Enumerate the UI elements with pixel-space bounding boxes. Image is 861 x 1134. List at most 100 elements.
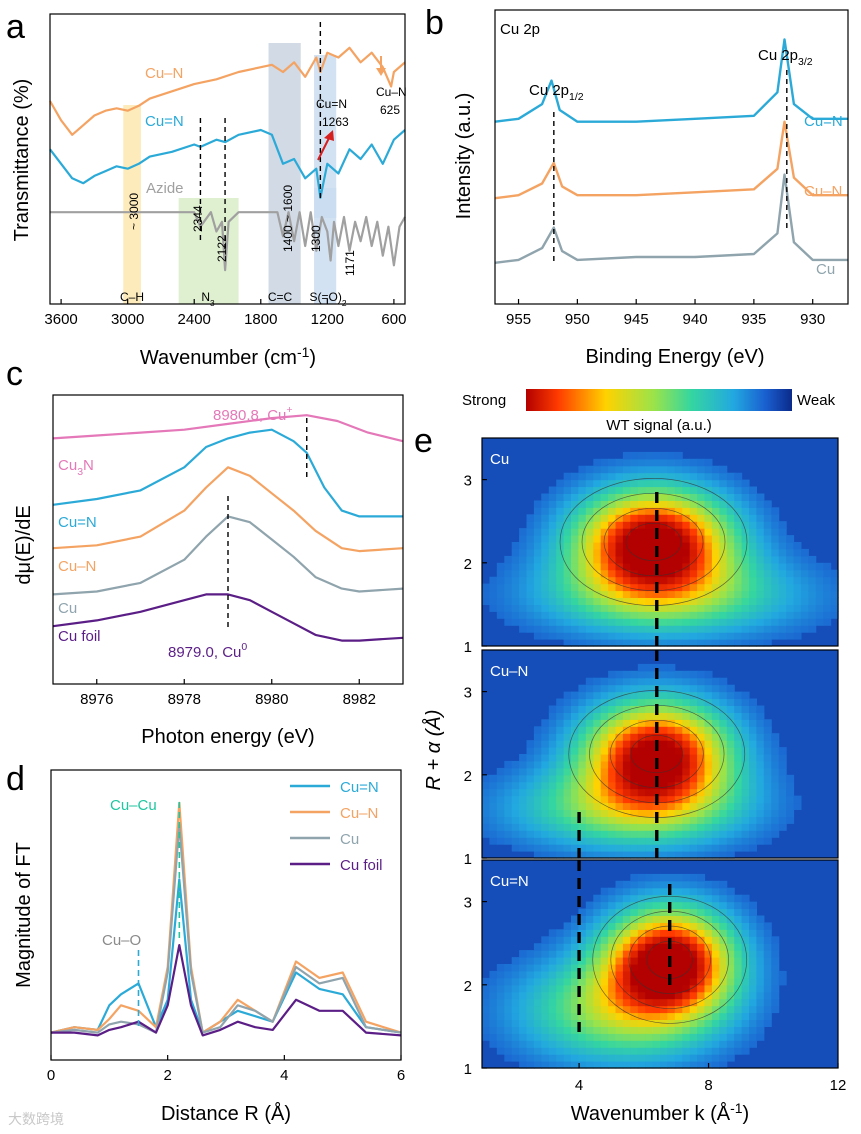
e-cell: [548, 625, 557, 633]
e-cell: [563, 788, 572, 797]
e-cell: [533, 632, 542, 640]
e-cell: [756, 500, 765, 508]
e-cell: [548, 823, 557, 831]
e-cell: [749, 922, 757, 930]
e-cell: [622, 844, 631, 852]
e-cell: [667, 684, 676, 693]
e-cell: [660, 1040, 668, 1048]
e-cell: [578, 698, 587, 706]
e-cell: [519, 774, 528, 783]
e-cell: [593, 569, 602, 578]
e-cell: [593, 1040, 602, 1048]
e-cell: [526, 977, 535, 986]
e-cell: [682, 698, 691, 706]
a-series-line-0: [49, 46, 406, 136]
e-cell: [682, 562, 691, 571]
a-annot-1171: 1171: [343, 250, 357, 276]
e-cell: [741, 837, 750, 845]
e-cell: [756, 569, 765, 578]
e-cell: [496, 964, 505, 972]
e-cell: [771, 964, 780, 972]
e-cell: [719, 740, 728, 748]
e-cell: [556, 698, 565, 706]
e-cell: [563, 936, 572, 944]
e-cell: [563, 542, 572, 550]
e-cell: [622, 964, 631, 972]
e-cell: [763, 1019, 772, 1027]
e-cell: [563, 733, 572, 741]
e-cell: [511, 1026, 520, 1034]
e-cell: [600, 569, 609, 578]
e-cell: [637, 611, 646, 619]
e-cell: [630, 677, 639, 686]
d-x-tick-label-0: 0: [47, 1067, 55, 1084]
e-cell: [504, 1040, 513, 1048]
e-cell: [496, 1040, 505, 1048]
e-cell: [593, 816, 602, 824]
e-cell: [756, 781, 765, 790]
e-cell: [719, 1047, 728, 1055]
e-cell: [541, 851, 550, 859]
e-cell: [726, 970, 735, 979]
e-cell: [830, 604, 839, 612]
e-cell: [608, 1061, 617, 1069]
e-cell: [608, 528, 617, 536]
e-cell: [719, 1005, 728, 1014]
e-cell: [726, 851, 735, 859]
e-cell: [674, 562, 683, 571]
e-cell: [674, 465, 683, 474]
e-cell: [697, 887, 706, 896]
e-cell: [800, 590, 809, 598]
e-cell: [533, 548, 542, 557]
e-cell: [749, 844, 757, 852]
e-cell: [504, 1026, 513, 1034]
e-cell: [652, 733, 661, 741]
e-cell: [711, 915, 720, 923]
e-cell: [637, 767, 646, 776]
e-cell: [496, 774, 505, 783]
e-cell: [526, 569, 535, 578]
e-cell: [504, 590, 513, 598]
e-cell: [704, 576, 713, 585]
e-cell: [533, 774, 542, 783]
e-cell: [756, 719, 765, 727]
e-cell: [771, 767, 780, 776]
e-cell: [667, 809, 676, 817]
panel-label-b: b: [425, 4, 444, 42]
e-cell: [526, 837, 535, 845]
e-cell: [719, 684, 728, 693]
e-cell: [637, 486, 646, 494]
e-cell: [697, 548, 706, 557]
e-cell: [763, 830, 772, 838]
e-cell: [526, 788, 535, 797]
e-cell: [645, 984, 654, 993]
e-cell: [697, 915, 706, 923]
e-cell: [548, 507, 557, 515]
e-cell: [711, 548, 720, 557]
e-cell: [622, 528, 631, 536]
e-cell: [689, 493, 698, 501]
e-cell: [548, 542, 557, 550]
e-cell: [697, 1040, 706, 1048]
e-cell: [585, 465, 594, 474]
e-cell: [571, 922, 579, 930]
e-cell: [571, 698, 579, 706]
d-x-tick-label-2: 4: [280, 1067, 288, 1084]
e-cell: [600, 747, 609, 755]
a-annot-cudn: Cu=N: [316, 97, 347, 111]
e-cell: [600, 597, 609, 605]
e-cell: [741, 632, 750, 640]
e-cell: [556, 1019, 565, 1027]
e-cell: [763, 774, 772, 783]
e-cell: [585, 528, 594, 536]
e-cell: [756, 1033, 765, 1041]
e-cell: [763, 1005, 772, 1014]
e-cell: [778, 555, 787, 564]
e-cell: [711, 535, 720, 543]
e-cell: [667, 507, 676, 515]
e-cell: [541, 569, 550, 578]
e-cell: [630, 604, 639, 612]
e-cell: [771, 774, 780, 783]
e-cell: [674, 830, 683, 838]
e-cell: [778, 754, 787, 762]
